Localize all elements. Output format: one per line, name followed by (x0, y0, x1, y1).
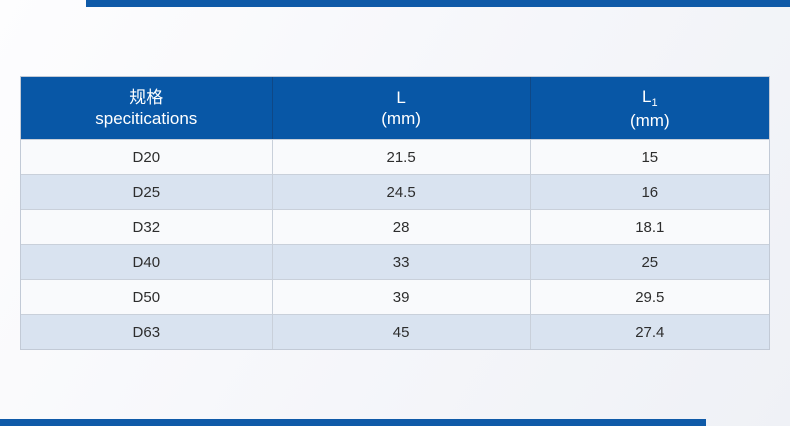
table-row: D63 45 27.4 (21, 314, 769, 349)
cell-l1-value: 29.5 (529, 280, 769, 314)
cell-l1-value: 25 (529, 245, 769, 279)
cell-spec: D25 (132, 183, 161, 201)
header-spec-en: specitications (95, 109, 198, 128)
top-accent-bar (86, 0, 790, 7)
cell-l-value: 24.5 (271, 175, 530, 209)
cell-l1-value: 15 (529, 140, 769, 174)
header-l1-symbol: L1 (642, 86, 658, 110)
bottom-accent-bar (0, 419, 706, 426)
header-cell-l1: L1 (mm) (529, 77, 769, 139)
table-row: D40 33 25 (21, 244, 769, 279)
table-header-row: 规格 specitications L (mm) L1 (mm) (21, 77, 769, 139)
cell-spec: D50 (132, 288, 161, 306)
header-cell-spec: 规格 specitications (21, 77, 272, 139)
cell-spec: D20 (132, 148, 161, 166)
cell-l-value: 33 (271, 245, 530, 279)
cell-l-value: 39 (271, 280, 530, 314)
table-row: D50 39 29.5 (21, 279, 769, 314)
table-row: D20 21.5 15 (21, 139, 769, 174)
header-spec-cn: 规格 (129, 88, 164, 107)
header-l-unit: (mm) (381, 109, 421, 128)
cell-l-value: 21.5 (271, 140, 530, 174)
cell-l1-value: 16 (529, 175, 769, 209)
cell-spec: D40 (132, 253, 161, 271)
spec-table: 规格 specitications L (mm) L1 (mm) D20 21.… (20, 76, 770, 350)
cell-spec: D63 (132, 323, 161, 341)
header-l-symbol: L (396, 88, 406, 107)
header-l1-subscript: 1 (651, 96, 658, 109)
cell-l-value: 28 (271, 210, 530, 244)
cell-l-value: 45 (271, 315, 530, 349)
cell-l1-value: 18.1 (529, 210, 769, 244)
cell-l1-value: 27.4 (529, 315, 769, 349)
header-l1-unit: (mm) (629, 110, 670, 130)
header-cell-l: L (mm) (271, 77, 530, 139)
table-row: D25 24.5 16 (21, 174, 769, 209)
cell-spec: D32 (132, 218, 161, 236)
table-row: D32 28 18.1 (21, 209, 769, 244)
